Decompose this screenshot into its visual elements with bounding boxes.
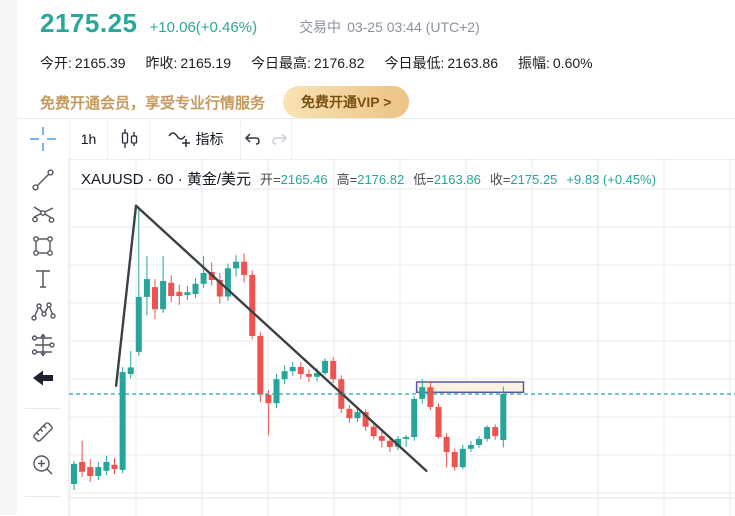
trading-status: 交易中	[299, 19, 342, 35]
text-tool[interactable]	[29, 265, 57, 293]
candlestick-chart[interactable]	[69, 159, 735, 516]
open-vip-button[interactable]: 免费开通VIP >	[283, 86, 410, 118]
ruler-icon	[30, 419, 56, 445]
history-buttons	[241, 119, 292, 159]
xabcd-pattern-icon	[30, 299, 56, 325]
xabcd-pattern-tool[interactable]	[29, 298, 57, 326]
chart-toolbar: 1h 指标	[17, 119, 735, 160]
rectangle-tool[interactable]	[29, 232, 57, 260]
legend-open: 开=2165.46	[260, 172, 328, 187]
interval-label: 1h	[80, 131, 97, 147]
chart-plot-area: XAUUSD · 60 · 黄金/美元 开=2165.46 高=2176.82 …	[69, 159, 735, 516]
candlestick-style-icon	[118, 127, 140, 151]
chart-widget: 1h 指标	[17, 118, 735, 516]
sidebar-divider	[24, 408, 61, 409]
text-icon	[30, 266, 56, 292]
chart-legend: XAUUSD · 60 · 黄金/美元 开=2165.46 高=2176.82 …	[81, 168, 656, 189]
drawing-tools-group-2	[29, 418, 57, 484]
chart-style-button[interactable]	[108, 119, 150, 159]
undo-icon[interactable]	[243, 131, 261, 147]
back-arrow-icon	[30, 365, 56, 391]
indicator-label: 指标	[195, 131, 224, 147]
stat-day-low: 今日最低: 2163.86	[384, 55, 499, 71]
cross-lines-icon	[30, 200, 56, 226]
interval-selector[interactable]: 1h	[70, 119, 108, 159]
stat-open: 今开: 2165.39	[40, 55, 126, 71]
legend-close: 收=2175.25	[489, 172, 558, 187]
current-price: 2175.25	[40, 8, 138, 38]
drawing-tools-group-1	[29, 166, 57, 397]
forecast-tool[interactable]	[29, 331, 57, 359]
toolbar-spacer	[292, 119, 735, 159]
stat-prev-close: 昨收: 2165.19	[145, 55, 232, 71]
back-arrow-tool[interactable]	[29, 364, 57, 392]
quote-header: 2175.25 +10.06(+0.46%) 交易中 03-25 03:44 (U…	[40, 8, 735, 118]
page-left-gutter	[0, 0, 17, 515]
legend-low: 低=2163.86	[413, 172, 481, 187]
sidebar-divider	[24, 496, 61, 497]
rectangle-icon	[30, 233, 56, 259]
vip-promo-text: 免费开通会员，享受专业行情服务	[40, 94, 266, 112]
quote-time: 03-25 03:44 (UTC+2)	[347, 19, 480, 35]
session-status: 交易中 03-25 03:44 (UTC+2)	[299, 17, 480, 37]
indicators-button[interactable]: 指标	[150, 119, 241, 159]
stat-day-high: 今日最高: 2176.82	[251, 55, 365, 71]
drawing-toolbar	[17, 159, 69, 516]
stat-amplitude: 振幅: 0.60%	[518, 55, 593, 71]
price-change: +10.06(+0.46%)	[149, 19, 258, 36]
redo-icon[interactable]	[271, 131, 289, 147]
trend-line-tool[interactable]	[29, 166, 57, 194]
ruler-tool[interactable]	[29, 418, 57, 446]
forecast-icon	[30, 332, 56, 358]
legend-high: 高=2176.82	[336, 172, 405, 187]
indicator-wave-icon	[167, 127, 191, 151]
daily-stats: 今开: 2165.39 昨收: 2165.19 今日最高: 2176.82 今日最低:…	[40, 53, 735, 73]
crosshair-icon	[28, 127, 58, 151]
trend-line-icon	[30, 167, 56, 193]
crosshair-tool-button[interactable]	[17, 119, 70, 159]
cross-lines-tool[interactable]	[29, 199, 57, 227]
legend-change: +9.83 (+0.45%)	[566, 172, 657, 187]
zoom-in-icon	[30, 452, 56, 478]
symbol-title[interactable]: XAUUSD · 60 · 黄金/美元	[81, 171, 252, 188]
zoom-in-tool[interactable]	[29, 451, 57, 479]
